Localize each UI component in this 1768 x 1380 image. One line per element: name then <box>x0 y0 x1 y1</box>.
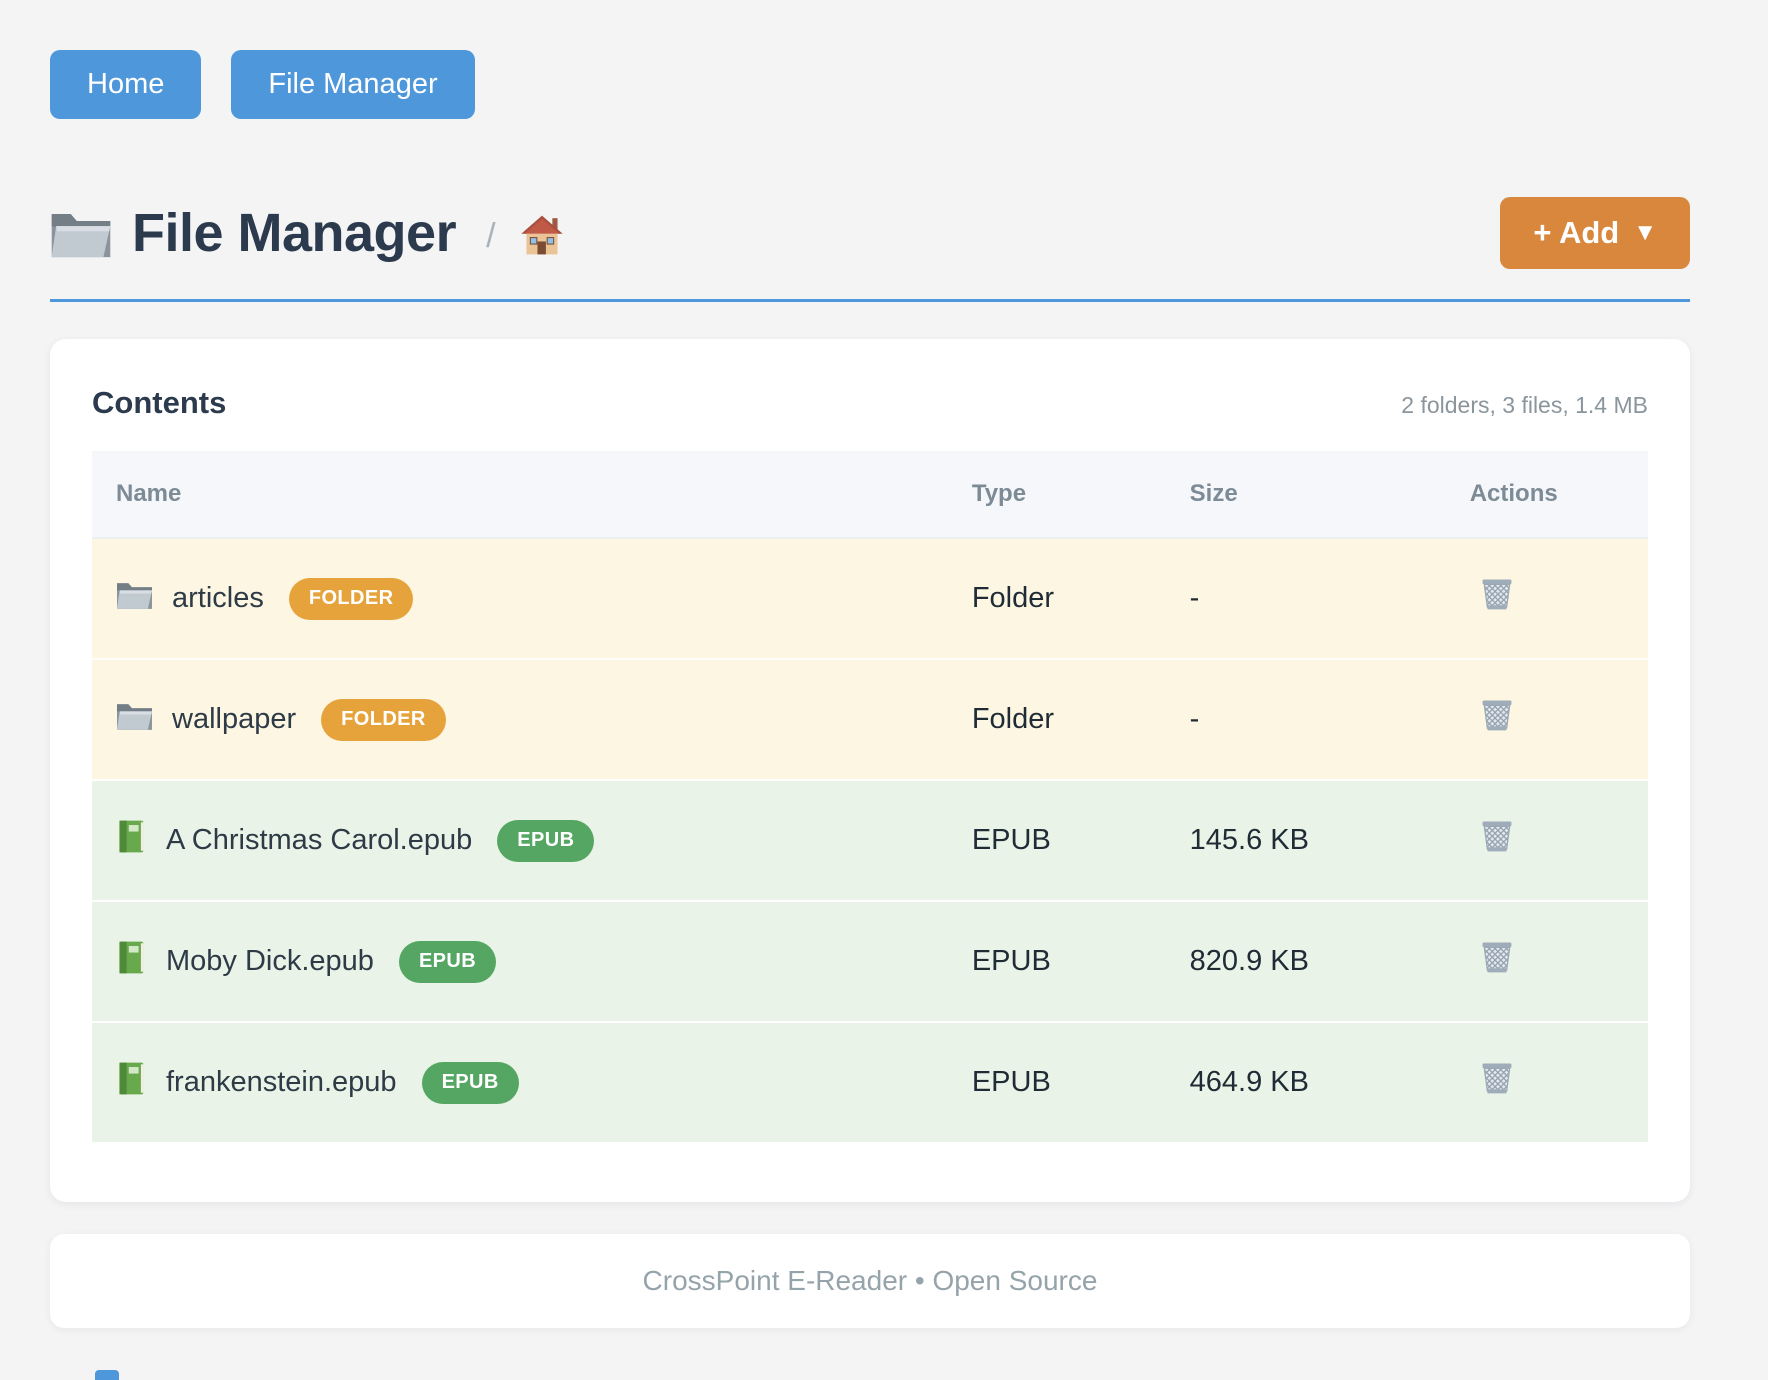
type-badge: EPUB <box>421 1061 519 1104</box>
type-badge: FOLDER <box>288 577 414 620</box>
file-name[interactable]: wallpaper <box>172 703 297 736</box>
green-book-icon <box>116 940 147 983</box>
partially-visible-element <box>95 1370 119 1380</box>
file-size: 464.9 KB <box>1165 1022 1446 1143</box>
folder-icon <box>116 579 153 618</box>
delete-button[interactable] <box>1478 574 1516 618</box>
file-table: Name Type Size Actions <box>92 451 1648 1143</box>
file-size: - <box>1165 538 1446 660</box>
delete-button[interactable] <box>1478 695 1516 739</box>
wastebasket-icon <box>1478 937 1516 981</box>
file-type: EPUB <box>947 780 1166 902</box>
column-header-actions: Actions <box>1445 451 1648 540</box>
type-badge: EPUB <box>398 940 497 983</box>
table-row[interactable]: frankenstein.epub EPUB EPUB 464.9 KB <box>92 1022 1648 1143</box>
delete-button[interactable] <box>1478 1058 1516 1102</box>
header-divider <box>50 299 1690 303</box>
column-header-name: Name <box>92 451 948 540</box>
table-row[interactable]: wallpaper FOLDER Folder - <box>92 659 1648 781</box>
column-header-type: Type <box>947 451 1166 540</box>
wastebasket-icon <box>1478 695 1516 739</box>
footer-text: CrossPoint E-Reader • Open Source <box>642 1265 1098 1297</box>
file-type: Folder <box>947 659 1166 781</box>
top-nav: Home File Manager <box>50 0 1690 120</box>
type-badge: FOLDER <box>321 698 446 741</box>
wastebasket-icon <box>1478 1058 1516 1102</box>
delete-button[interactable] <box>1478 816 1516 860</box>
table-body: articles FOLDER Folder - <box>92 538 1648 1143</box>
add-button-label: + Add <box>1533 215 1620 251</box>
footer: CrossPoint E-Reader • Open Source <box>50 1234 1690 1329</box>
page: Home File Manager File Manager / <box>50 0 1690 1329</box>
contents-title: Contents <box>92 385 227 421</box>
table-header-row: Name Type Size Actions <box>92 451 1648 540</box>
contents-summary: 2 folders, 3 files, 1.4 MB <box>1401 392 1648 419</box>
add-button[interactable]: + Add ▼ <box>1500 197 1690 270</box>
page-header: File Manager / + Add ▼ <box>50 197 1690 270</box>
file-name[interactable]: frankenstein.epub <box>166 1066 397 1099</box>
folder-icon <box>50 207 112 259</box>
wastebasket-icon <box>1478 816 1516 860</box>
delete-button[interactable] <box>1478 937 1516 981</box>
type-badge: EPUB <box>497 819 595 862</box>
home-button[interactable]: Home <box>50 50 202 120</box>
table-row[interactable]: Moby Dick.epub EPUB EPUB 820.9 KB <box>92 901 1648 1023</box>
file-type: EPUB <box>947 1022 1166 1143</box>
file-name[interactable]: Moby Dick.epub <box>166 945 374 978</box>
wastebasket-icon <box>1478 574 1516 618</box>
green-book-icon <box>116 1061 147 1104</box>
file-size: - <box>1165 659 1446 781</box>
page-title: File Manager <box>132 203 457 264</box>
table-row[interactable]: A Christmas Carol.epub EPUB EPUB 145.6 K… <box>92 780 1648 902</box>
folder-icon <box>116 700 153 739</box>
file-size: 145.6 KB <box>1165 780 1446 902</box>
file-type: EPUB <box>947 901 1166 1023</box>
house-icon[interactable] <box>520 214 564 261</box>
table-row[interactable]: articles FOLDER Folder - <box>92 538 1648 660</box>
column-header-size: Size <box>1165 451 1446 540</box>
file-name[interactable]: A Christmas Carol.epub <box>166 824 473 857</box>
breadcrumb: / <box>486 216 496 255</box>
file-type: Folder <box>947 538 1166 660</box>
contents-card: Contents 2 folders, 3 files, 1.4 MB Name… <box>50 339 1690 1203</box>
file-name[interactable]: articles <box>172 582 264 615</box>
green-book-icon <box>116 819 147 862</box>
chevron-down-icon: ▼ <box>1633 219 1657 247</box>
file-size: 820.9 KB <box>1165 901 1446 1023</box>
file-manager-button[interactable]: File Manager <box>231 50 475 120</box>
